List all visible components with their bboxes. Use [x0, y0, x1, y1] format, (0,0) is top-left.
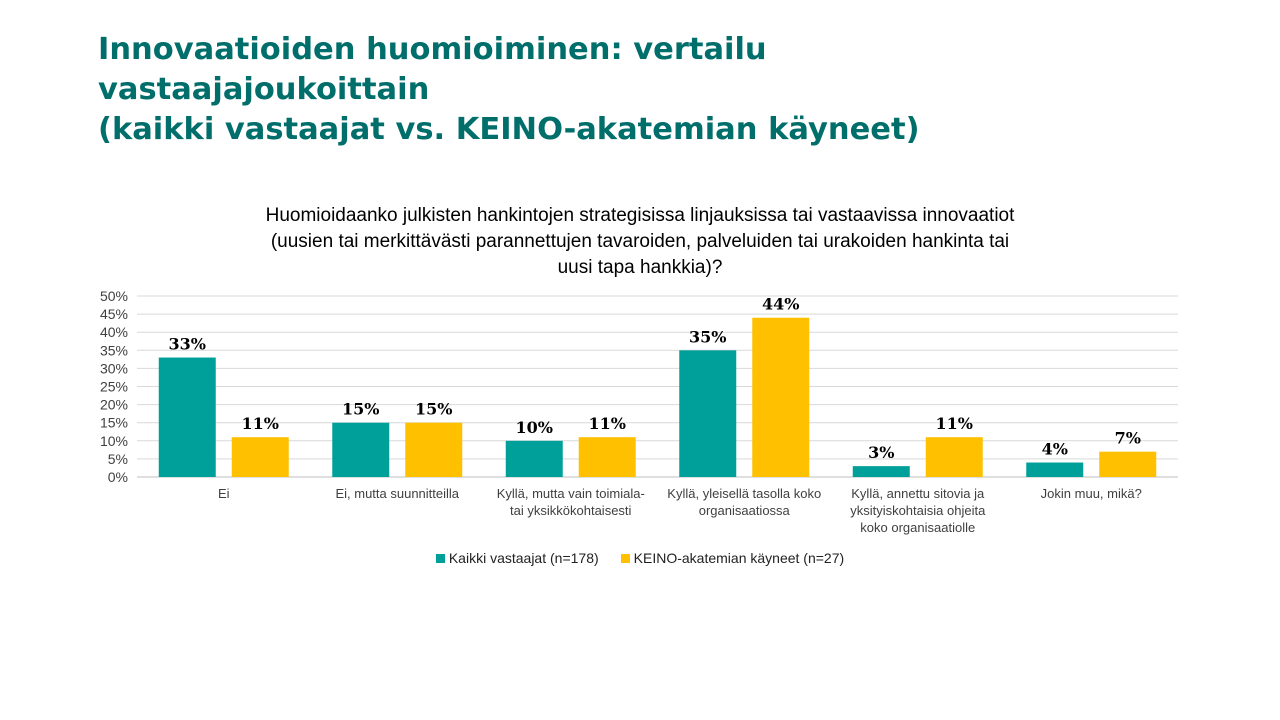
chart-title-line-1: Huomioidaanko julkisten hankintojen stra…	[265, 205, 1015, 226]
legend-item-series-2: KEINO-akatemian käyneet (n=27)	[620, 550, 845, 566]
y-tick-label: 15%	[100, 415, 128, 431]
x-category-label-line: Ei	[218, 486, 230, 501]
slide-title-line-1: Innovaatioiden huomioiminen: vertailu	[98, 32, 767, 67]
chart-title: Huomioidaanko julkisten hankintojen stra…	[190, 203, 1090, 281]
y-tick-label: 0%	[108, 469, 128, 485]
x-category-label-line: Kyllä, mutta vain toimiala-	[497, 486, 645, 501]
legend-swatch-series-1	[435, 553, 445, 563]
legend-swatch-series-2	[620, 553, 630, 563]
bar-series-1	[158, 357, 216, 477]
legend-label-series-1: Kaikki vastaajat (n=178)	[448, 550, 599, 566]
legend-label-series-2: KEINO-akatemian käyneet (n=27)	[633, 550, 845, 566]
data-label: 4%	[1042, 440, 1068, 459]
bar-series-2	[578, 437, 636, 477]
y-tick-label: 45%	[100, 306, 128, 322]
y-tick-label: 30%	[100, 360, 128, 376]
x-category-label: Kyllä, yleisellä tasolla koko organisaati…	[667, 486, 821, 518]
x-category-label-line: Ei, mutta suunnitteilla	[335, 486, 459, 501]
y-tick-label: 35%	[100, 342, 128, 358]
data-label: 11%	[589, 414, 626, 433]
x-category-label-line: Kyllä, yleisellä tasolla koko	[667, 486, 821, 501]
x-category-label-line: koko organisaatiolle	[860, 520, 975, 535]
bar-series-2	[925, 437, 983, 477]
bar-series-1	[505, 440, 563, 477]
bar-series-2	[1099, 451, 1157, 477]
bar-series-1	[679, 350, 737, 477]
x-category-label-line: organisaatiossa	[699, 503, 791, 518]
bar-series-2	[231, 437, 289, 477]
data-label: 33%	[169, 335, 206, 354]
y-tick-label: 40%	[100, 324, 128, 340]
bar-series-1	[852, 466, 910, 477]
data-label: 44%	[762, 295, 799, 314]
bar-series-2	[405, 422, 463, 477]
bar-series-2	[752, 317, 810, 477]
legend-item-series-1: Kaikki vastaajat (n=178)	[435, 550, 599, 566]
data-label: 35%	[689, 327, 726, 346]
x-category-label-line: Kyllä, annettu sitovia ja	[851, 486, 985, 501]
x-category-label: Kyllä, annettu sitovia ja yksityiskohtais…	[850, 486, 986, 535]
x-category-label: Kyllä, mutta vain toimiala-tai yksikköko…	[497, 486, 645, 518]
data-label: 10%	[516, 418, 553, 437]
y-tick-label: 25%	[100, 379, 128, 395]
x-category-label-line: Jokin muu, mikä?	[1041, 486, 1142, 501]
slide-title-line-2: vastaajajoukoittain	[98, 72, 430, 107]
y-tick-label: 10%	[100, 433, 128, 449]
data-label: 11%	[242, 414, 279, 433]
chart-legend: Kaikki vastaajat (n=178) KEINO-akatemian…	[0, 550, 1280, 566]
data-label: 15%	[415, 400, 452, 419]
y-tick-label: 20%	[100, 397, 128, 413]
bar-series-1	[332, 422, 390, 477]
data-label: 7%	[1115, 429, 1141, 448]
bar-series-1	[1026, 462, 1084, 477]
data-label: 11%	[936, 414, 973, 433]
chart-title-line-2: (uusien tai merkittävästi parannettujen …	[270, 231, 1010, 252]
chart-title-line-3: uusi tapa hankkia)?	[557, 257, 723, 278]
x-category-label: Jokin muu, mikä?	[1041, 486, 1142, 501]
slide-title: Innovaatioiden huomioiminen: vertailu va…	[98, 30, 1198, 150]
y-tick-label: 5%	[108, 451, 128, 467]
x-category-label: Ei	[218, 486, 230, 501]
slide-title-line-3: (kaikki vastaajat vs. KEINO-akatemian kä…	[98, 112, 920, 147]
x-category-label-line: yksityiskohtaisia ohjeita	[850, 503, 986, 518]
data-label: 3%	[868, 443, 894, 462]
y-tick-label: 50%	[100, 288, 128, 304]
x-category-label: Ei, mutta suunnitteilla	[335, 486, 459, 501]
data-label: 15%	[342, 400, 379, 419]
x-category-label-line: tai yksikkökohtaisesti	[510, 503, 631, 518]
